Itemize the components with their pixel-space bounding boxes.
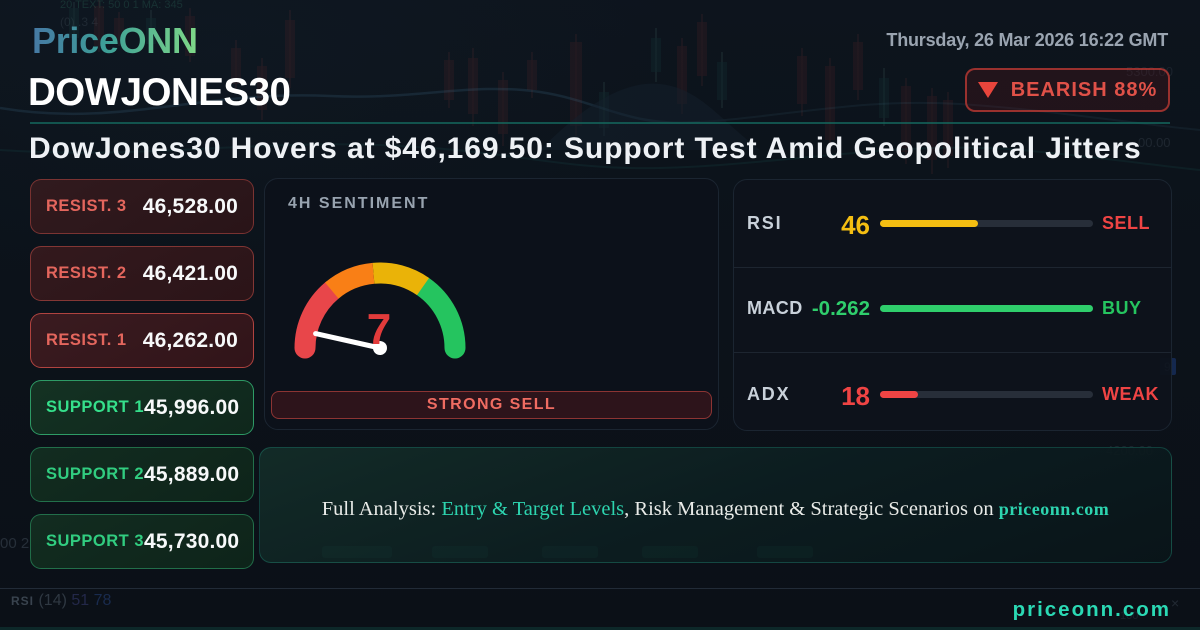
svg-text:00.00: 00.00: [1138, 135, 1171, 150]
svg-text:20 TEXT: 50 0 1 MA: 345: 20 TEXT: 50 0 1 MA: 345: [60, 0, 183, 11]
svg-text:(0) .3 4: (0) .3 4: [60, 15, 98, 29]
svg-text:00 2: 00 2: [0, 535, 29, 552]
svg-text:×: ×: [1171, 595, 1179, 611]
svg-text:100: 100: [1120, 610, 1138, 622]
